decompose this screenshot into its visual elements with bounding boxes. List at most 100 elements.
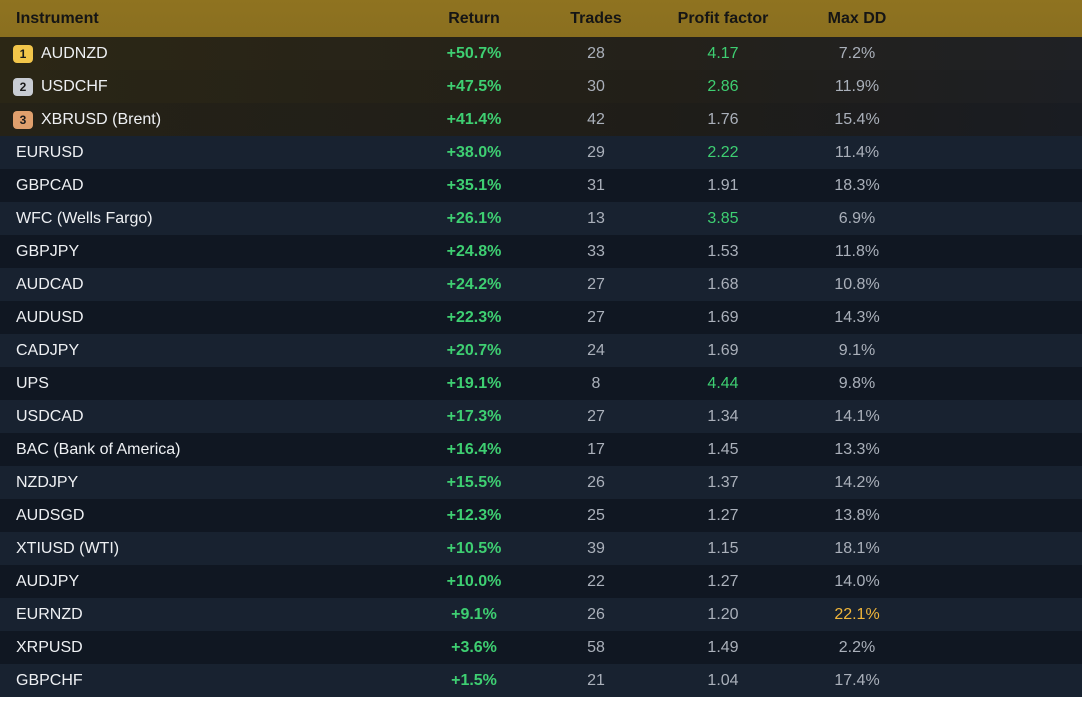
instrument-name: UPS — [16, 374, 49, 392]
instrument-name: NZDJPY — [16, 473, 79, 491]
table-row[interactable]: XTIUSD (WTI) +10.5% 39 1.15 18.1% — [0, 532, 1082, 565]
cell-instrument: WFC (Wells Fargo) — [16, 202, 153, 235]
table-row[interactable]: AUDCAD +24.2% 27 1.68 10.8% — [0, 268, 1082, 301]
cell-max-dd: 11.8% — [834, 242, 880, 260]
instrument-name: GBPJPY — [16, 242, 80, 260]
cell-return: +15.5% — [446, 473, 502, 491]
cell-profit-factor: 1.20 — [707, 605, 739, 623]
table-row[interactable]: USDCAD +17.3% 27 1.34 14.1% — [0, 400, 1082, 433]
cell-profit-factor: 1.15 — [707, 539, 739, 557]
cell-trades: 39 — [587, 539, 605, 557]
cell-trades: 58 — [587, 638, 605, 656]
cell-max-dd: 14.3% — [834, 308, 880, 326]
table-row[interactable]: GBPJPY +24.8% 33 1.53 11.8% — [0, 235, 1082, 268]
table-row[interactable]: EURNZD +9.1% 26 1.20 22.1% — [0, 598, 1082, 631]
cell-profit-factor: 4.17 — [707, 44, 739, 62]
cell-max-dd: 11.9% — [834, 77, 880, 95]
table-row[interactable]: 3 XBRUSD (Brent) +41.4% 42 1.76 15.4% — [0, 103, 1082, 136]
cell-return: +35.1% — [446, 176, 502, 194]
cell-profit-factor: 1.68 — [707, 275, 739, 293]
cell-trades: 25 — [587, 506, 605, 524]
cell-instrument: USDCAD — [16, 400, 84, 433]
table-row[interactable]: 1 AUDNZD +50.7% 28 4.17 7.2% — [0, 37, 1082, 70]
instrument-name: GBPCHF — [16, 671, 83, 689]
table-row[interactable]: BAC (Bank of America) +16.4% 17 1.45 13.3% — [0, 433, 1082, 466]
cell-return: +41.4% — [446, 110, 502, 128]
cell-max-dd: 18.3% — [834, 176, 880, 194]
cell-trades: 33 — [587, 242, 605, 260]
table-row[interactable]: GBPCAD +35.1% 31 1.91 18.3% — [0, 169, 1082, 202]
cell-profit-factor: 1.34 — [707, 407, 739, 425]
cell-return: +38.0% — [446, 143, 502, 161]
table-row[interactable]: UPS +19.1% 8 4.44 9.8% — [0, 367, 1082, 400]
cell-return: +19.1% — [446, 374, 502, 392]
instrument-name: XTIUSD (WTI) — [16, 539, 120, 557]
cell-instrument: EURUSD — [16, 136, 84, 169]
cell-return: +16.4% — [446, 440, 502, 458]
cell-max-dd: 17.4% — [834, 671, 880, 689]
cell-max-dd: 9.8% — [838, 374, 876, 392]
table-row[interactable]: NZDJPY +15.5% 26 1.37 14.2% — [0, 466, 1082, 499]
instrument-name: WFC (Wells Fargo) — [16, 209, 153, 227]
cell-instrument: BAC (Bank of America) — [16, 433, 181, 466]
cell-max-dd: 2.2% — [838, 638, 876, 656]
cell-profit-factor: 1.37 — [707, 473, 739, 491]
cell-return: +47.5% — [446, 77, 502, 95]
cell-max-dd: 10.8% — [834, 275, 880, 293]
cell-trades: 29 — [587, 143, 605, 161]
table-row[interactable]: 2 USDCHF +47.5% 30 2.86 11.9% — [0, 70, 1082, 103]
cell-profit-factor: 4.44 — [707, 374, 739, 392]
cell-max-dd: 9.1% — [838, 341, 876, 359]
instrument-name: AUDUSD — [16, 308, 84, 326]
table-row[interactable]: EURUSD +38.0% 29 2.22 11.4% — [0, 136, 1082, 169]
rank-badge: 1 — [13, 44, 33, 63]
cell-instrument: GBPCHF — [16, 664, 83, 697]
cell-instrument: AUDSGD — [16, 499, 84, 532]
cell-profit-factor: 1.27 — [707, 506, 739, 524]
cell-profit-factor: 1.04 — [707, 671, 739, 689]
rank-badge: 3 — [13, 110, 33, 129]
cell-return: +1.5% — [451, 671, 497, 689]
table-row[interactable]: AUDSGD +12.3% 25 1.27 13.8% — [0, 499, 1082, 532]
table-row[interactable]: CADJPY +20.7% 24 1.69 9.1% — [0, 334, 1082, 367]
cell-return: +50.7% — [446, 44, 502, 62]
cell-trades: 26 — [587, 473, 605, 491]
cell-profit-factor: 1.53 — [707, 242, 739, 260]
header-max-dd[interactable]: Max DD — [827, 9, 887, 27]
cell-profit-factor: 1.76 — [707, 110, 739, 128]
table-row[interactable]: AUDJPY +10.0% 22 1.27 14.0% — [0, 565, 1082, 598]
header-instrument[interactable]: Instrument — [16, 9, 99, 27]
cell-instrument: AUDJPY — [16, 565, 79, 598]
instrument-name: USDCHF — [41, 77, 108, 95]
table-header: Instrument Return Trades Profit factor M… — [0, 0, 1082, 37]
instrument-name: AUDNZD — [41, 44, 108, 62]
instrument-name: AUDSGD — [16, 506, 85, 524]
cell-trades: 42 — [587, 110, 605, 128]
header-profit-factor[interactable]: Profit factor — [677, 9, 769, 27]
header-trades[interactable]: Trades — [570, 9, 622, 27]
cell-profit-factor: 2.22 — [707, 143, 739, 161]
cell-return: +20.7% — [446, 341, 502, 359]
header-return[interactable]: Return — [448, 9, 500, 27]
cell-profit-factor: 3.85 — [707, 209, 739, 227]
cell-instrument: 3 XBRUSD (Brent) — [13, 103, 162, 136]
cell-return: +10.5% — [446, 539, 502, 557]
cell-max-dd: 18.1% — [834, 539, 880, 557]
cell-max-dd: 13.8% — [834, 506, 880, 524]
cell-trades: 17 — [587, 440, 605, 458]
cell-return: +3.6% — [451, 638, 497, 656]
cell-trades: 27 — [587, 308, 605, 326]
cell-profit-factor: 1.27 — [707, 572, 739, 590]
instrument-name: XBRUSD (Brent) — [41, 110, 162, 128]
cell-max-dd: 7.2% — [838, 44, 876, 62]
cell-return: +24.2% — [446, 275, 502, 293]
table-row[interactable]: XRPUSD +3.6% 58 1.49 2.2% — [0, 631, 1082, 664]
cell-instrument: UPS — [16, 367, 49, 400]
table-row[interactable]: WFC (Wells Fargo) +26.1% 13 3.85 6.9% — [0, 202, 1082, 235]
table-row[interactable]: AUDUSD +22.3% 27 1.69 14.3% — [0, 301, 1082, 334]
cell-trades: 8 — [591, 374, 601, 392]
table-row[interactable]: GBPCHF +1.5% 21 1.04 17.4% — [0, 664, 1082, 697]
cell-profit-factor: 1.49 — [707, 638, 739, 656]
cell-trades: 22 — [587, 572, 605, 590]
